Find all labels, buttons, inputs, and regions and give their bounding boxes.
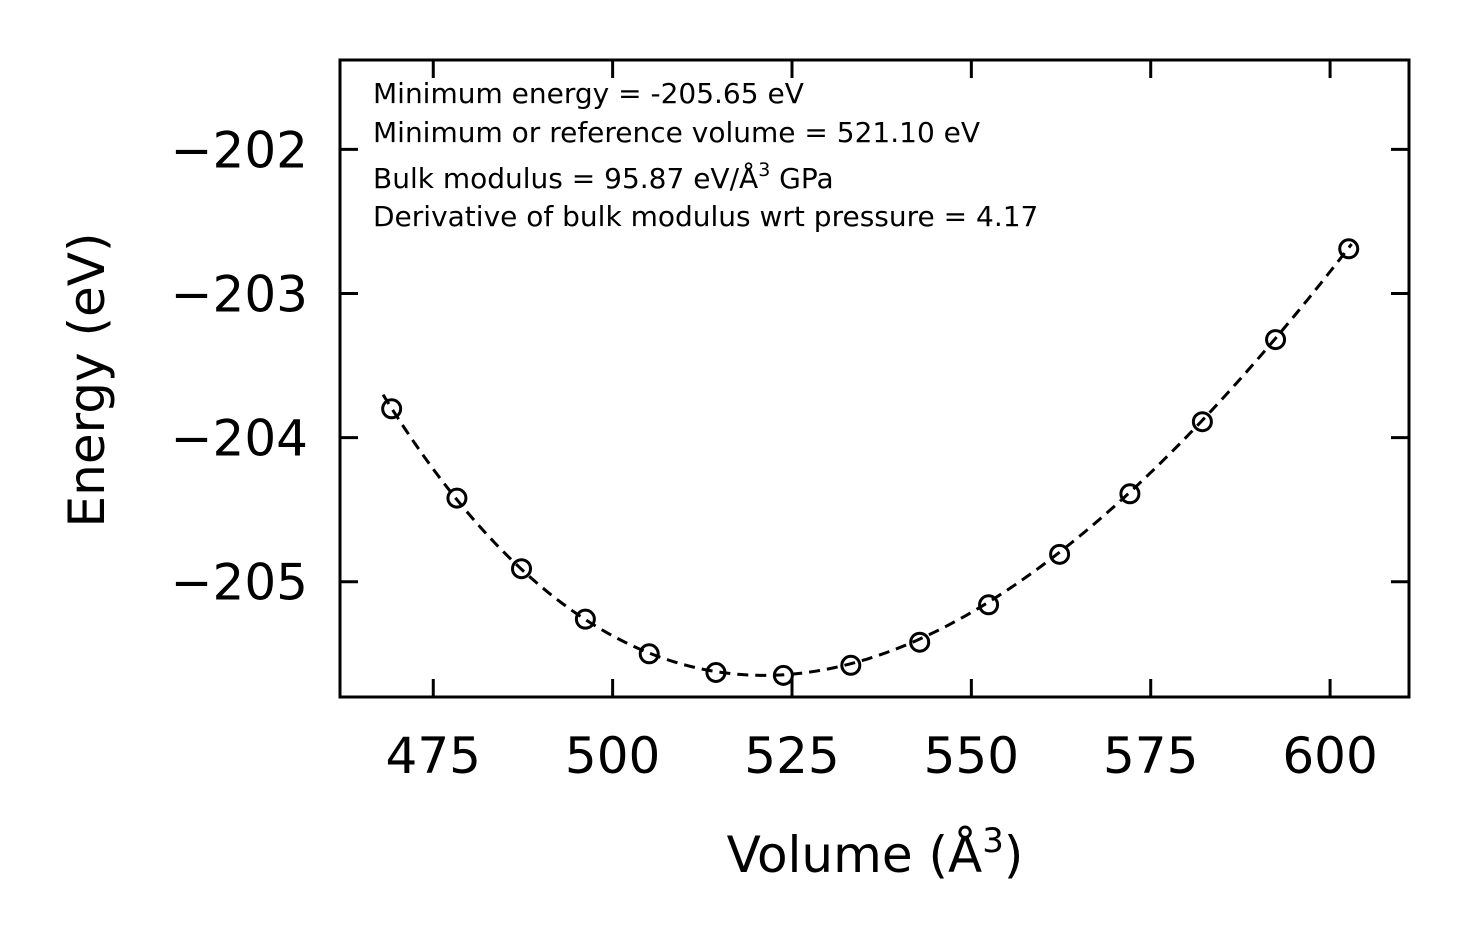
- points-layer: [381, 238, 1360, 686]
- annotation-bulk-modulus-derivative: Derivative of bulk modulus wrt pressure …: [373, 200, 1038, 233]
- annotation-min-volume: Minimum or reference volume = 521.10 eV: [373, 116, 980, 149]
- plot-area: [338, 58, 1411, 699]
- y-tick-label: −202: [171, 121, 308, 179]
- fit-curve: [381, 243, 1353, 677]
- data-point: [1265, 329, 1287, 351]
- data-point: [772, 664, 794, 686]
- axes-frame: [338, 58, 1411, 699]
- data-point: [978, 594, 1000, 616]
- data-point: [638, 643, 660, 665]
- annotation-min-energy: Minimum energy = -205.65 eV: [373, 77, 804, 110]
- y-tick-label: −205: [171, 554, 308, 612]
- data-point: [446, 487, 468, 509]
- y-tick-label: −204: [171, 410, 308, 468]
- data-point: [574, 608, 596, 630]
- x-tick-label: 525: [744, 727, 839, 785]
- data-point: [381, 398, 403, 420]
- y-tick-label: −203: [171, 265, 308, 323]
- data-point: [1338, 238, 1360, 260]
- data-point: [511, 558, 533, 580]
- fit-layer: [381, 243, 1353, 677]
- y-axis-label: Energy (eV): [58, 233, 116, 528]
- x-tick-label: 475: [386, 727, 481, 785]
- data-point: [1119, 483, 1141, 505]
- x-tick-label: 500: [565, 727, 660, 785]
- x-tick-labels: 475 500 525 550 575 600: [386, 727, 1378, 785]
- data-point: [909, 631, 931, 653]
- data-point: [1049, 543, 1071, 565]
- x-tick-label: 600: [1282, 727, 1377, 785]
- x-axis-label: Volume (Å3): [727, 821, 1024, 884]
- x-tick-label: 550: [924, 727, 1019, 785]
- annotation-bulk-modulus: Bulk modulus = 95.87 eV/Å3 GPa: [373, 159, 834, 195]
- data-point: [840, 654, 862, 676]
- y-tick-labels: −202 −203 −204 −205: [171, 121, 308, 611]
- data-point: [705, 662, 727, 683]
- data-point: [1191, 411, 1213, 433]
- x-tick-label: 575: [1103, 727, 1198, 785]
- ticks-layer: [340, 60, 1409, 697]
- annotations: Minimum energy = -205.65 eV Minimum or r…: [373, 77, 1038, 233]
